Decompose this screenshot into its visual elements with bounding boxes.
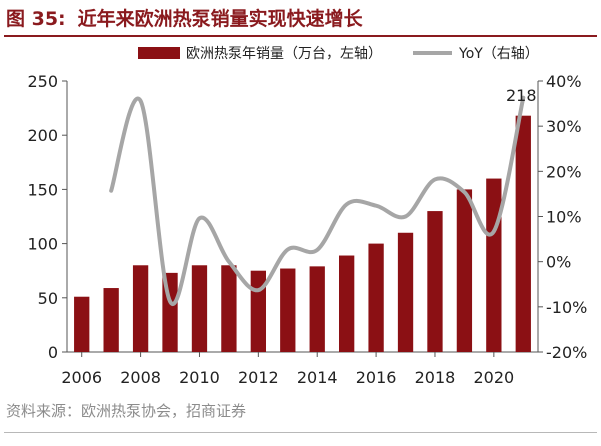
sales-bar	[456, 189, 473, 352]
source-note: 资料来源：欧洲热泵协会，招商证券	[6, 402, 247, 420]
figure-title-text: 近年来欧洲热泵销量实现快速增长	[77, 8, 363, 30]
left-tick-label: 0	[48, 343, 58, 362]
left-tick-label: 200	[27, 126, 58, 145]
sales-bar	[280, 268, 296, 352]
sales-bar	[191, 265, 208, 352]
sales-bar	[221, 265, 237, 352]
x-tick-label: 2006	[61, 368, 102, 387]
bar-data-label: 218	[506, 86, 537, 105]
x-tick-label: 2010	[179, 368, 220, 387]
title-underline	[4, 35, 597, 37]
yoy-line	[109, 95, 526, 307]
x-tick-label: 2012	[238, 368, 279, 387]
sales-bar	[397, 232, 414, 352]
right-tick-label: 40%	[546, 72, 582, 91]
legend-label-yoy: YoY（右轴）	[458, 46, 539, 62]
x-tick-label: 2020	[473, 368, 514, 387]
bottom-divider	[4, 432, 597, 433]
figure-title: 图 35: 近年来欧洲热泵销量实现快速增长	[6, 4, 596, 34]
figure-number: 图 35:	[6, 8, 66, 30]
sales-bar	[74, 296, 90, 352]
sales-bar	[132, 265, 149, 352]
left-tick-label: 50	[38, 289, 58, 308]
sales-bar	[486, 178, 502, 352]
sales-bar	[339, 255, 355, 352]
right-tick-label: 10%	[546, 208, 582, 227]
right-tick-label: 30%	[546, 117, 582, 136]
right-tick-label: -10%	[546, 298, 587, 317]
right-tick-label: 20%	[546, 162, 582, 181]
right-tick-label: -20%	[546, 343, 587, 362]
sales-bar	[309, 266, 325, 352]
x-tick-label: 2016	[356, 368, 397, 387]
sales-bar	[427, 211, 443, 352]
sales-bar	[103, 288, 119, 352]
sales-bar	[368, 243, 384, 352]
x-tick-label: 2008	[120, 368, 161, 387]
sales-yoy-chart: 欧洲热泵年销量（万台，左轴） YoY（右轴） 0 50 100 150 200 250 -20%…	[27, 46, 587, 387]
left-tick-label: 100	[27, 235, 58, 254]
legend-label-sales: 欧洲热泵年销量（万台，左轴）	[186, 46, 382, 62]
x-tick-label: 2014	[297, 368, 338, 387]
left-tick-label: 150	[27, 180, 58, 199]
legend-swatch-sales	[138, 47, 180, 59]
left-tick-label: 250	[27, 72, 58, 91]
sales-bar	[515, 115, 531, 352]
right-tick-label: 0%	[546, 253, 571, 272]
x-tick-label: 2018	[415, 368, 456, 387]
